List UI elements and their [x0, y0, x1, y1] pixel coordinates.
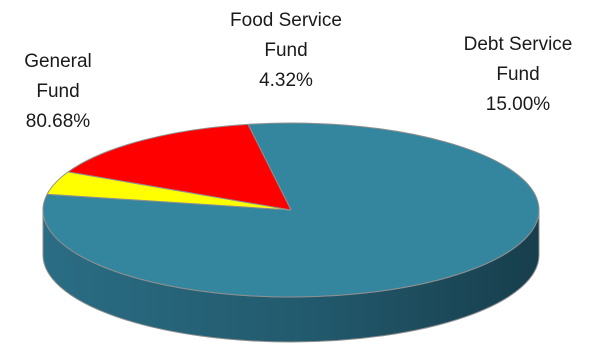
- slice-name-line: Fund: [264, 40, 308, 61]
- data-label-debt-service-fund: Debt Service Fund 15.00%: [448, 30, 588, 120]
- slice-name-line: General: [24, 51, 92, 72]
- slice-value-label: 80.68%: [25, 111, 91, 132]
- slice-value-label: 4.32%: [259, 70, 313, 91]
- pie-slice-debt-service-fund: [67, 123, 292, 211]
- slice-name-line: Fund: [496, 64, 540, 85]
- slice-name-line: Debt Service: [463, 34, 573, 55]
- slice-name-line: Food Service: [230, 10, 342, 31]
- data-label-general-fund: General Fund 80.68%: [8, 47, 108, 137]
- pie-top-face: [42, 122, 540, 298]
- slice-name-line: Fund: [36, 81, 80, 102]
- slice-value-label: 15.00%: [485, 94, 551, 115]
- data-label-food-service-fund: Food Service Fund 4.32%: [216, 6, 356, 96]
